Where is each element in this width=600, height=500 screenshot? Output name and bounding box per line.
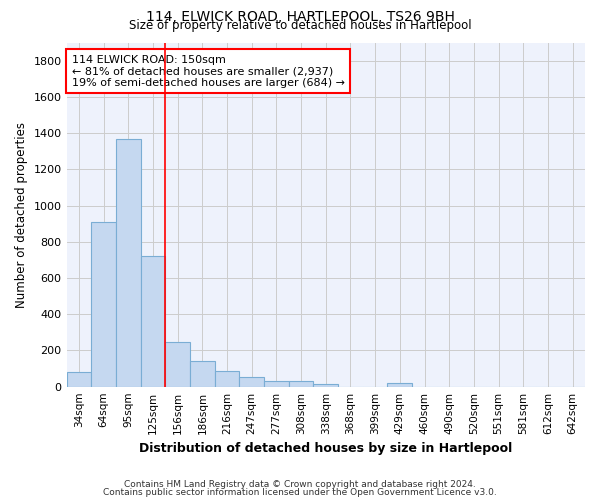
Bar [190, 362, 215, 386]
Text: Size of property relative to detached houses in Hartlepool: Size of property relative to detached ho… [128, 18, 472, 32]
Text: 114 ELWICK ROAD: 150sqm
← 81% of detached houses are smaller (2,937)
19% of semi: 114 ELWICK ROAD: 150sqm ← 81% of detache… [72, 54, 345, 88]
Bar [215, 372, 239, 386]
Y-axis label: Number of detached properties: Number of detached properties [15, 122, 28, 308]
Bar [313, 384, 338, 386]
Bar [140, 256, 165, 386]
Bar [239, 376, 264, 386]
Bar [388, 383, 412, 386]
Bar [165, 342, 190, 386]
Text: Contains HM Land Registry data © Crown copyright and database right 2024.: Contains HM Land Registry data © Crown c… [124, 480, 476, 489]
Bar [264, 381, 289, 386]
Text: 114, ELWICK ROAD, HARTLEPOOL, TS26 9BH: 114, ELWICK ROAD, HARTLEPOOL, TS26 9BH [146, 10, 454, 24]
Text: Contains public sector information licensed under the Open Government Licence v3: Contains public sector information licen… [103, 488, 497, 497]
X-axis label: Distribution of detached houses by size in Hartlepool: Distribution of detached houses by size … [139, 442, 512, 455]
Bar [67, 372, 91, 386]
Bar [91, 222, 116, 386]
Bar [289, 381, 313, 386]
Bar [116, 138, 140, 386]
